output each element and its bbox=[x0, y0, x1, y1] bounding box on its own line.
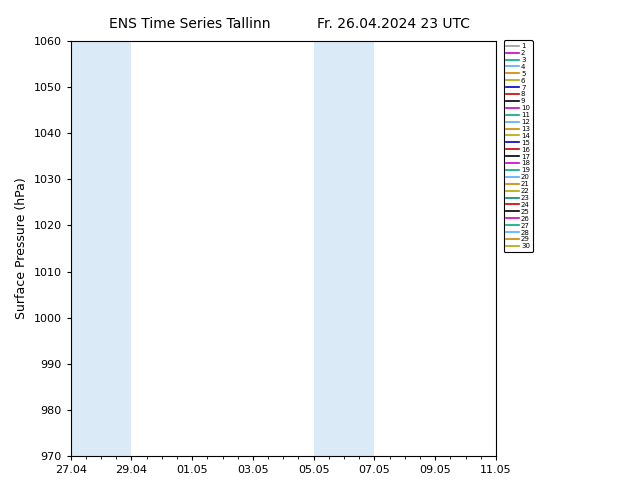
Legend: 1, 2, 3, 4, 5, 6, 7, 8, 9, 10, 11, 12, 13, 14, 15, 16, 17, 18, 19, 20, 21, 22, 2: 1, 2, 3, 4, 5, 6, 7, 8, 9, 10, 11, 12, 1… bbox=[503, 40, 533, 252]
Bar bbox=[496, 41, 511, 456]
Bar bbox=[71, 41, 131, 456]
Y-axis label: Surface Pressure (hPa): Surface Pressure (hPa) bbox=[15, 178, 28, 319]
Text: Fr. 26.04.2024 23 UTC: Fr. 26.04.2024 23 UTC bbox=[316, 17, 470, 31]
Bar bbox=[314, 41, 375, 456]
Text: ENS Time Series Tallinn: ENS Time Series Tallinn bbox=[110, 17, 271, 31]
